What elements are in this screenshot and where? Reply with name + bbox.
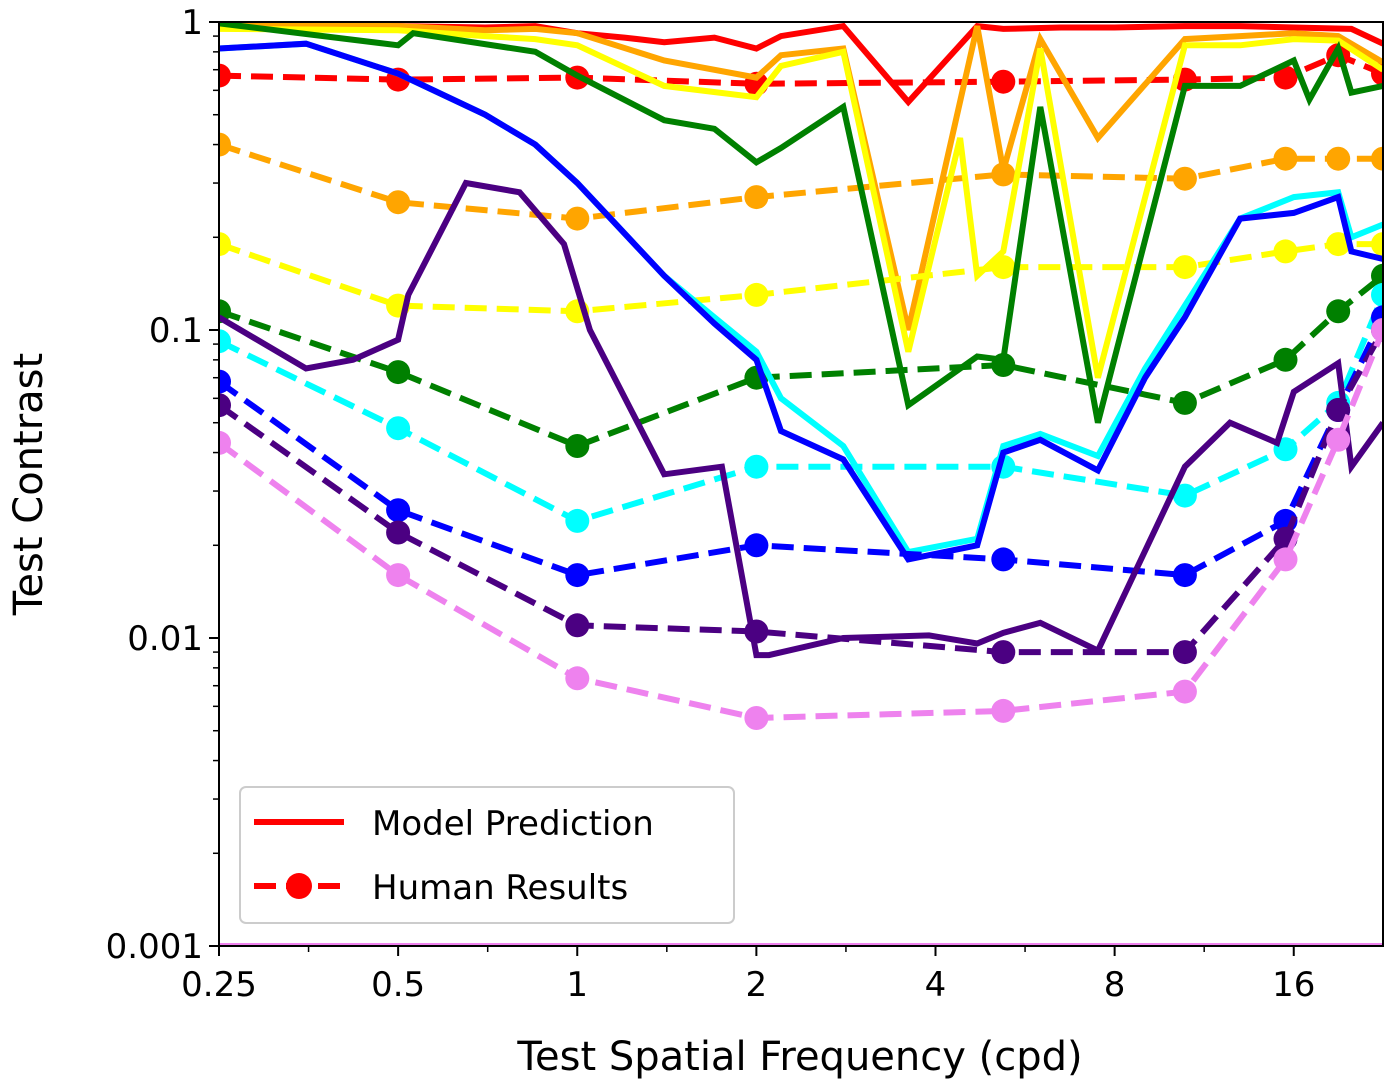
human-results-point	[1172, 563, 1197, 588]
human-results-point	[991, 69, 1016, 94]
x-tick-label: 4	[925, 965, 947, 1005]
legend: Model Prediction Human Results	[239, 786, 735, 924]
x-tick-label: 1	[566, 965, 588, 1005]
ticks-layer: 0.25 0.5 1 2 4 8 16 0.001 0.01 0.1 1	[106, 3, 1316, 1005]
human-results-point	[1371, 318, 1383, 342]
human-results-point	[1172, 166, 1197, 191]
legend-model-label: Model Prediction	[372, 804, 654, 844]
human-results-point	[219, 132, 231, 157]
series-5	[219, 40, 1383, 588]
human-results-point	[219, 329, 231, 354]
human-results-point	[1371, 263, 1383, 288]
human-results-point	[1273, 65, 1298, 90]
human-results-point	[1172, 640, 1197, 665]
human-results-point	[565, 508, 590, 533]
series-1	[219, 22, 1383, 331]
human-results-point	[386, 360, 411, 385]
human-results-point	[386, 520, 411, 545]
x-tick-label: 0.25	[181, 965, 257, 1005]
human-results-point	[1326, 232, 1351, 257]
series-layer	[219, 22, 1383, 946]
x-tick-label: 0.5	[371, 965, 425, 1005]
human-results-point	[744, 533, 769, 558]
human-results-point	[565, 434, 590, 458]
series-7	[219, 318, 1383, 946]
human-results-point	[1371, 282, 1383, 307]
human-results-point	[219, 232, 231, 257]
human-results-point	[219, 63, 231, 88]
human-results-point	[219, 369, 231, 394]
human-results-point	[1326, 146, 1351, 171]
human-results-point	[565, 666, 590, 691]
human-results-point	[1172, 483, 1197, 508]
human-results-point	[1273, 239, 1298, 264]
series-6	[219, 179, 1383, 665]
human-results-point	[744, 706, 769, 730]
model-prediction-line	[219, 179, 1383, 659]
human-results-point	[1172, 255, 1197, 280]
human-results-line	[219, 328, 1383, 722]
human-results-point	[1326, 427, 1351, 452]
human-results-point	[991, 162, 1016, 187]
human-results-point	[1371, 146, 1383, 171]
human-results-point	[219, 430, 231, 455]
x-tick-label: 16	[1272, 965, 1315, 1005]
human-results-point	[744, 185, 769, 210]
y-tick-label: 1	[181, 3, 203, 43]
human-results-point	[565, 563, 590, 588]
human-results-line	[219, 293, 1383, 525]
human-results-point	[991, 547, 1016, 572]
human-results-point	[386, 563, 411, 588]
x-axis-label: Test Spatial Frequency (cpd)	[516, 1034, 1082, 1080]
human-results-point	[386, 190, 411, 215]
human-results-point	[565, 206, 590, 231]
human-results-point	[991, 640, 1016, 665]
y-axis-label: Test Contrast	[6, 353, 52, 616]
model-prediction-line	[219, 22, 1383, 331]
x-tick-label: 2	[746, 965, 768, 1005]
human-results-point	[1273, 347, 1298, 372]
legend-human-label: Human Results	[372, 868, 628, 908]
legend-frame	[239, 786, 735, 924]
human-results-point	[1172, 390, 1197, 415]
human-results-point	[744, 454, 769, 479]
model-prediction-line	[219, 25, 1383, 379]
legend-human-marker	[286, 873, 312, 899]
human-results-point	[1273, 146, 1298, 171]
human-results-point	[565, 613, 590, 638]
human-results-point	[219, 393, 231, 418]
human-results-point	[386, 416, 411, 441]
human-results-point	[1172, 679, 1197, 704]
y-tick-label: 0.01	[127, 619, 203, 659]
y-tick-label: 0.001	[106, 927, 203, 967]
model-prediction-line	[219, 22, 1383, 424]
human-results-point	[991, 698, 1016, 723]
human-results-point	[744, 282, 769, 307]
x-tick-label: 8	[1104, 965, 1126, 1005]
y-tick-label: 0.1	[149, 311, 203, 351]
human-results-point	[1273, 547, 1298, 572]
plot-frame	[218, 21, 1384, 947]
human-results-point	[1371, 232, 1383, 257]
human-results-point	[386, 498, 411, 523]
human-results-point	[1326, 299, 1351, 324]
series-3	[219, 22, 1383, 458]
model-prediction-line	[219, 40, 1383, 563]
